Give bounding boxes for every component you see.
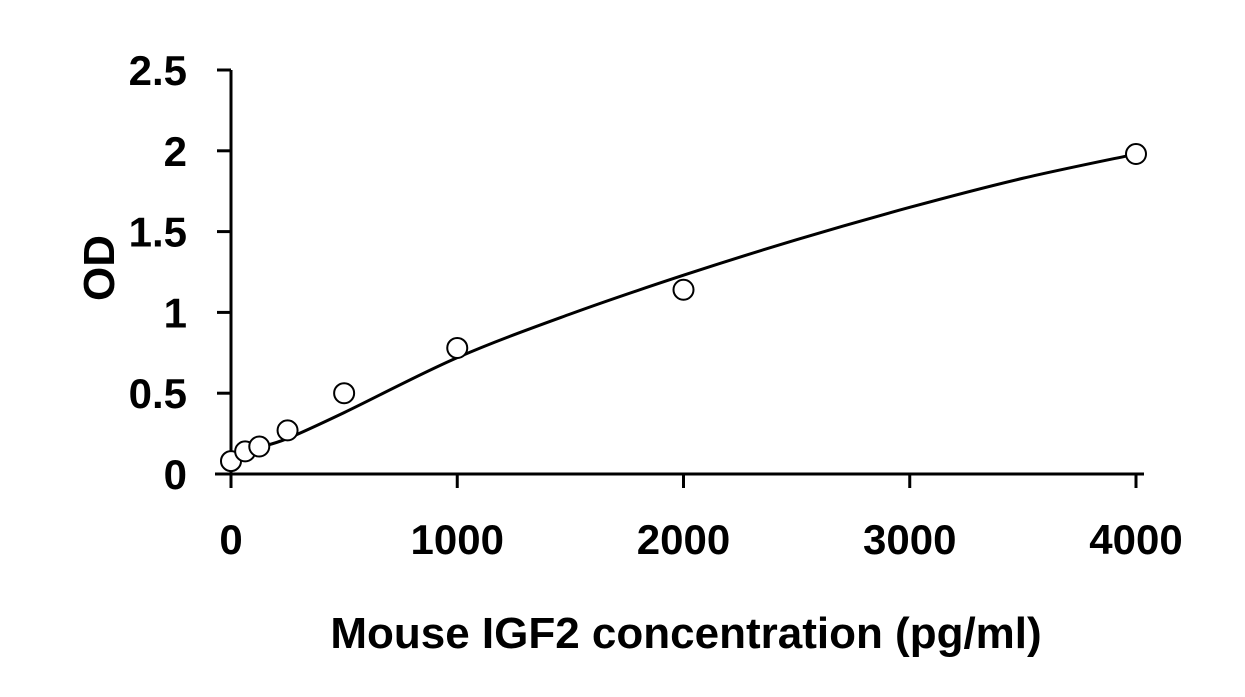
axes: [215, 70, 1144, 476]
x-tick-label: 0: [219, 516, 242, 563]
y-tick-label: 1.5: [129, 209, 187, 256]
data-point: [333, 382, 356, 405]
y-tick-label: 2: [164, 128, 187, 175]
x-tick-label: 3000: [863, 516, 956, 563]
y-axis-title: OD: [75, 235, 124, 301]
data-point: [1125, 143, 1147, 166]
data-point: [672, 278, 695, 301]
x-tick-label: 4000: [1089, 516, 1182, 563]
data-point: [446, 336, 469, 359]
x-axis-ticks: 0 1000 2000 3000 4000: [219, 474, 1183, 563]
data-point: [248, 435, 271, 458]
y-axis-ticks: 0 0.5 1 1.5 2 2.5: [129, 47, 231, 498]
x-tick-label: 2000: [637, 516, 730, 563]
y-tick-label: 0.5: [129, 370, 187, 417]
x-axis-title: Mouse IGF2 concentration (pg/ml): [330, 609, 1041, 658]
data-point: [276, 419, 299, 442]
fit-curve-line: [230, 152, 1137, 457]
data-points: [220, 143, 1147, 473]
y-tick-label: 0: [164, 451, 187, 498]
y-tick-label: 1: [164, 289, 187, 336]
x-tick-label: 1000: [411, 516, 504, 563]
y-tick-label: 2.5: [129, 47, 187, 94]
